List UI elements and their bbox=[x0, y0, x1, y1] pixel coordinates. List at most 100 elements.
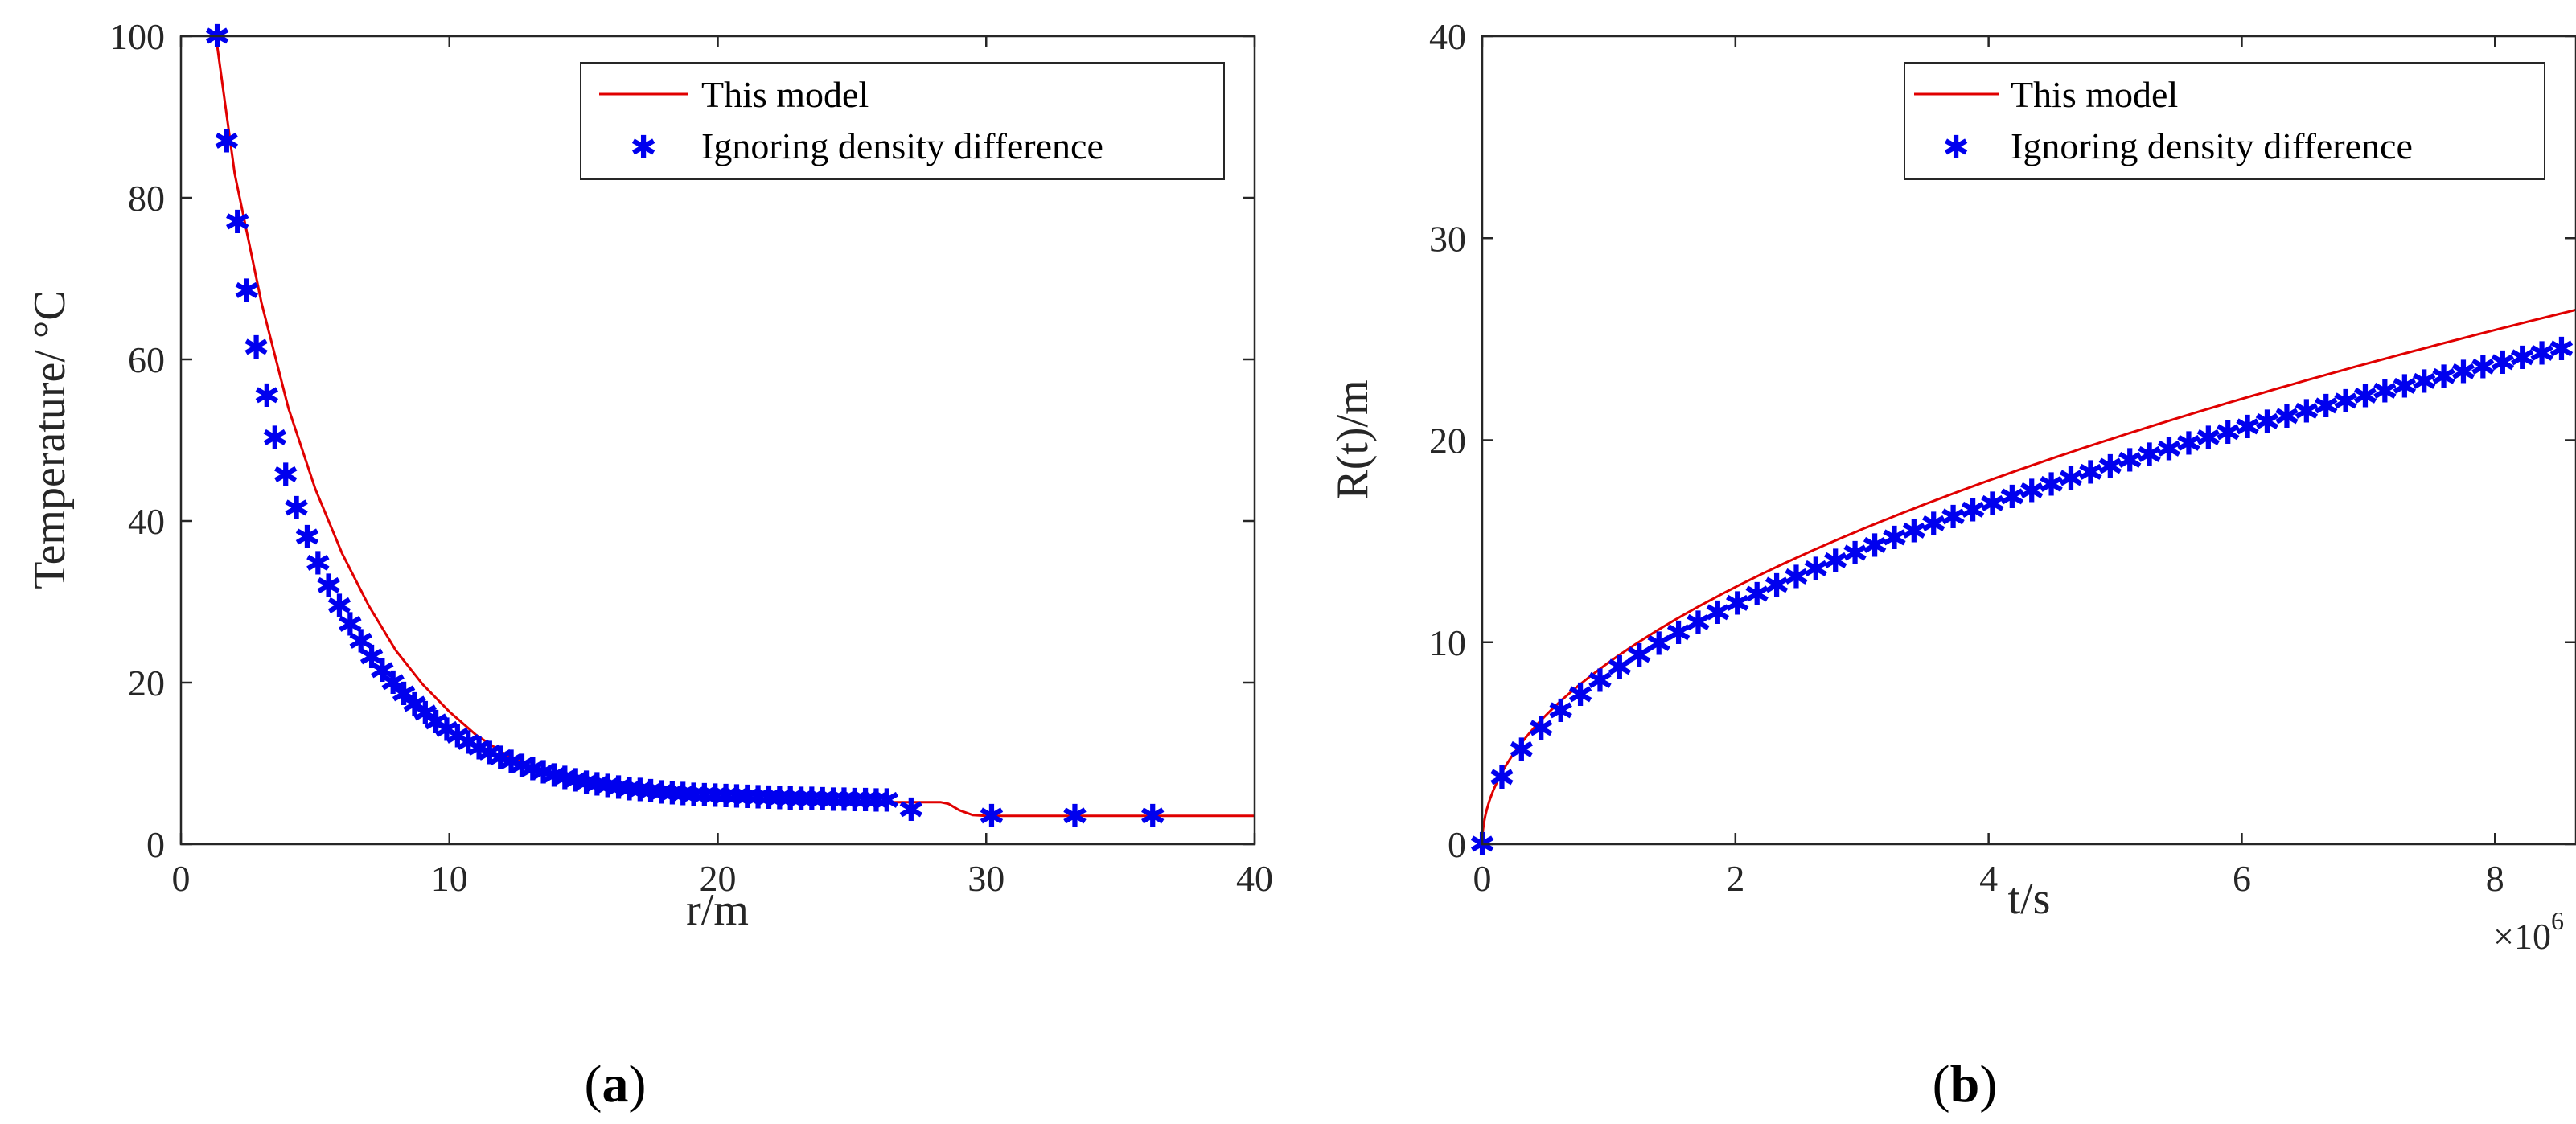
plot-area-b: ✱✱✱✱✱✱✱✱✱✱✱✱✱✱✱✱✱✱✱✱✱✱✱✱✱✱✱✱✱✱✱✱✱✱✱✱✱✱✱✱… bbox=[1469, 308, 2576, 864]
data-point-ignoring-density-b: ✱ bbox=[2038, 467, 2065, 504]
data-point-ignoring-density: ✱ bbox=[272, 457, 299, 494]
data-point-ignoring-density-b: ✱ bbox=[2214, 415, 2241, 452]
data-point-ignoring-density-b: ✱ bbox=[2470, 350, 2497, 387]
data-point-ignoring-density: ✱ bbox=[261, 420, 289, 457]
y-axis-label-b: R(t)/m bbox=[1328, 379, 1378, 499]
data-point-ignoring-density: ✱ bbox=[380, 665, 407, 702]
data-point-ignoring-density: ✱ bbox=[444, 718, 471, 755]
data-point-ignoring-density-b: ✱ bbox=[1645, 626, 1673, 663]
data-point-ignoring-density-b: ✱ bbox=[1999, 479, 2026, 516]
series-line-this-model-b bbox=[1481, 308, 2576, 844]
y-tick-label: 20 bbox=[1429, 420, 1466, 461]
y-tick-label: 30 bbox=[1429, 218, 1466, 259]
y-tick-label: 40 bbox=[128, 501, 165, 542]
data-point-ignoring-density: ✱ bbox=[243, 330, 270, 367]
data-point-ignoring-density-b: ✱ bbox=[2372, 373, 2399, 410]
data-point-ignoring-density: ✱ bbox=[745, 780, 772, 817]
data-point-ignoring-density-b: ✱ bbox=[2077, 454, 2105, 491]
data-point-ignoring-density-b: ✱ bbox=[1900, 513, 1928, 550]
data-point-ignoring-density: ✱ bbox=[637, 773, 664, 810]
y-tick-label: 20 bbox=[128, 663, 165, 704]
data-point-ignoring-density-b: ✱ bbox=[1665, 615, 1692, 652]
data-point-ignoring-density: ✱ bbox=[701, 778, 729, 815]
data-point-ignoring-density: ✱ bbox=[841, 782, 869, 819]
data-point-ignoring-density-b: ✱ bbox=[1508, 732, 1535, 769]
data-point-ignoring-density: ✱ bbox=[401, 687, 429, 724]
data-point-ignoring-density-b: ✱ bbox=[1842, 535, 1869, 572]
panel-label-b: (b) bbox=[1933, 1055, 1998, 1114]
data-point-ignoring-density: ✱ bbox=[659, 776, 686, 813]
data-point-ignoring-density: ✱ bbox=[669, 777, 696, 814]
x-multiplier-exponent: 6 bbox=[2551, 906, 2564, 935]
data-point-ignoring-density: ✱ bbox=[233, 273, 261, 310]
panel-letter-a: a bbox=[602, 1055, 629, 1114]
legend-label-model-b: This model bbox=[2011, 74, 2178, 115]
legend-a: This model ✱ Ignoring density difference bbox=[580, 62, 1225, 180]
data-point-ignoring-density-b: ✱ bbox=[1979, 486, 2007, 523]
data-point-ignoring-density: ✱ bbox=[831, 782, 858, 819]
data-point-ignoring-density-b: ✱ bbox=[2195, 420, 2222, 457]
data-point-ignoring-density-b: ✱ bbox=[2274, 399, 2301, 436]
data-point-ignoring-density-b: ✱ bbox=[2116, 443, 2143, 480]
data-point-ignoring-density: ✱ bbox=[294, 519, 321, 556]
data-point-ignoring-density-b: ✱ bbox=[1606, 650, 1633, 687]
x-tick-label: 20 bbox=[700, 858, 737, 899]
data-point-ignoring-density: ✱ bbox=[390, 676, 417, 713]
data-point-ignoring-density: ✱ bbox=[873, 783, 901, 820]
data-point-ignoring-density: ✱ bbox=[898, 792, 925, 829]
data-point-ignoring-density: ✱ bbox=[1062, 798, 1089, 835]
data-point-ignoring-density-b: ✱ bbox=[2293, 394, 2320, 431]
data-point-ignoring-density-b: ✱ bbox=[1940, 499, 1967, 536]
data-point-ignoring-density: ✱ bbox=[224, 204, 251, 241]
data-point-ignoring-density: ✱ bbox=[627, 773, 654, 810]
data-point-ignoring-density-b: ✱ bbox=[1723, 585, 1751, 622]
data-point-ignoring-density: ✱ bbox=[412, 695, 439, 732]
data-point-ignoring-density: ✱ bbox=[605, 770, 632, 807]
data-point-ignoring-density-b: ✱ bbox=[1783, 560, 1810, 597]
data-point-ignoring-density-b: ✱ bbox=[2057, 461, 2085, 498]
x-tick-label: 4 bbox=[1979, 858, 1998, 899]
data-point-ignoring-density: ✱ bbox=[433, 712, 461, 749]
data-point-ignoring-density: ✱ bbox=[422, 704, 450, 741]
data-point-ignoring-density-b: ✱ bbox=[1959, 493, 1986, 530]
data-point-ignoring-density: ✱ bbox=[337, 607, 364, 644]
data-point-ignoring-density-b: ✱ bbox=[2018, 473, 2045, 510]
data-point-ignoring-density: ✱ bbox=[487, 740, 514, 777]
data-point-ignoring-density: ✱ bbox=[476, 735, 503, 772]
data-point-ignoring-density: ✱ bbox=[1139, 798, 1166, 835]
panel-letter-b: b bbox=[1950, 1055, 1980, 1114]
y-tick-label: 0 bbox=[1448, 824, 1466, 865]
x-axis-multiplier-b: ×106 bbox=[2493, 906, 2564, 957]
data-point-ignoring-density: ✱ bbox=[315, 568, 343, 605]
plot-area-a: ✱✱✱✱✱✱✱✱✱✱✱✱✱✱✱✱✱✱✱✱✱✱✱✱✱✱✱✱✱✱✱✱✱✱✱✱✱✱✱✱… bbox=[203, 18, 1255, 835]
data-point-ignoring-density: ✱ bbox=[852, 782, 879, 819]
data-point-ignoring-density-b: ✱ bbox=[1744, 576, 1771, 613]
data-point-ignoring-density-b: ✱ bbox=[1920, 507, 1947, 544]
x-tick-label: 30 bbox=[968, 858, 1005, 899]
data-point-ignoring-density: ✱ bbox=[680, 777, 708, 814]
data-point-ignoring-density: ✱ bbox=[713, 778, 740, 815]
x-tick-label: 0 bbox=[172, 858, 191, 899]
data-point-ignoring-density: ✱ bbox=[777, 781, 804, 818]
y-axis-label-a: Temperature/ °C bbox=[25, 290, 75, 589]
data-point-ignoring-density: ✱ bbox=[454, 724, 482, 761]
data-point-ignoring-density: ✱ bbox=[358, 639, 385, 676]
data-point-ignoring-density: ✱ bbox=[755, 780, 783, 817]
data-point-ignoring-density: ✱ bbox=[466, 730, 493, 767]
y-tick-label: 60 bbox=[128, 339, 165, 380]
series-line-this-model bbox=[214, 35, 1255, 818]
data-point-ignoring-density-b: ✱ bbox=[1547, 693, 1575, 730]
legend-marker-points-a: ✱ bbox=[630, 129, 657, 166]
data-point-ignoring-density-b: ✱ bbox=[2430, 359, 2458, 396]
x-tick-label: 40 bbox=[1236, 858, 1273, 899]
data-point-ignoring-density: ✱ bbox=[766, 781, 794, 818]
data-point-ignoring-density-b: ✱ bbox=[2175, 425, 2203, 462]
data-point-ignoring-density-b: ✱ bbox=[2312, 388, 2340, 425]
legend-marker-points-b: ✱ bbox=[1942, 129, 1970, 166]
x-axis-label-b: t/s bbox=[2008, 874, 2051, 924]
data-point-ignoring-density-b: ✱ bbox=[2136, 437, 2163, 474]
legend-label-points-b: Ignoring density difference bbox=[2011, 125, 2413, 166]
y-tick-label: 100 bbox=[109, 16, 165, 57]
x-axis-ticks-a: 0 10 20 30 40 bbox=[172, 36, 1273, 899]
data-point-ignoring-density: ✱ bbox=[863, 783, 890, 820]
